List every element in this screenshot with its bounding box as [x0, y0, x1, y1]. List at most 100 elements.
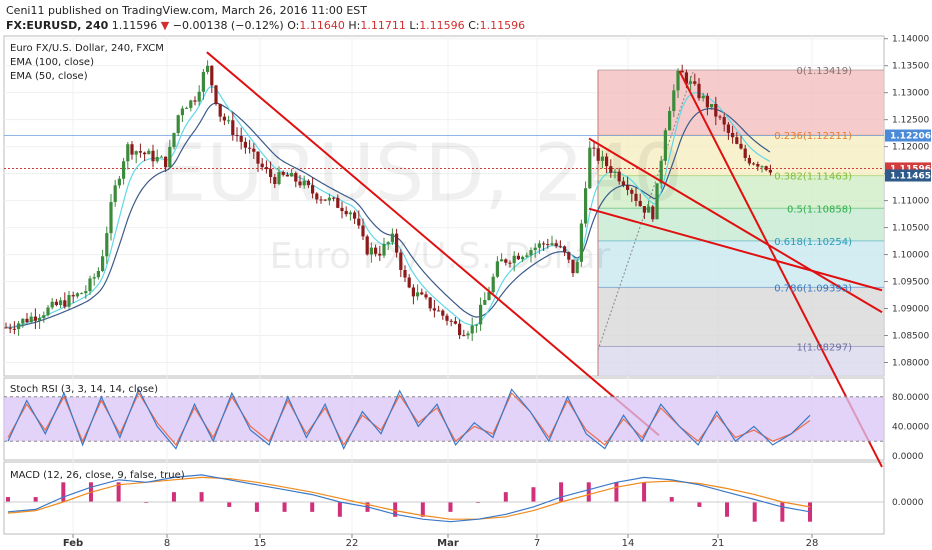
candle-body [38, 317, 42, 321]
candle-body [273, 177, 277, 184]
candle-body [764, 166, 768, 170]
macd-histogram-bar [282, 502, 287, 512]
macd-histogram-bar [33, 497, 38, 502]
price-tick-label: 1.08500 [892, 332, 929, 342]
candle-body [495, 261, 499, 277]
fib-level-label: 0.382(1.11463) [774, 172, 852, 183]
candle-body [462, 335, 466, 337]
candle-body [521, 256, 525, 260]
publish-text: published on TradingView.com, March 26, … [44, 4, 367, 17]
macd-legend: MACD (12, 26, close, 9, false, true) [10, 470, 185, 481]
candle-body [269, 169, 273, 178]
macd-histogram-bar [780, 502, 785, 522]
candle-body [197, 91, 201, 102]
candle-body [617, 171, 621, 182]
candle-body [508, 262, 512, 264]
ticker-symbol: FX:EURUSD, 240 [6, 19, 109, 32]
candle-body [168, 146, 172, 168]
macd-histogram-bar [254, 502, 259, 512]
price-tick-label: 1.13500 [892, 62, 929, 72]
price-tick-label: 1.12500 [892, 116, 929, 126]
macd-histogram-bar [171, 492, 176, 502]
candle-body [668, 110, 672, 131]
price-marker-label: 1.11596 [890, 164, 931, 174]
candle-body [59, 300, 63, 305]
macd-histogram-bar [669, 497, 674, 502]
candle-body [735, 137, 739, 144]
candle-body [491, 276, 495, 293]
candle-body [294, 173, 298, 182]
close-label: C: [468, 19, 480, 32]
candle-body [80, 293, 84, 295]
candle-body [399, 252, 403, 270]
stoch-axis-label: 80.0000 [892, 393, 929, 403]
candle-body [164, 156, 168, 168]
time-tick-label: Feb [63, 538, 83, 549]
fib-level-label: 0.236(1.12211) [774, 131, 852, 142]
candle-body [378, 253, 382, 256]
candle-body [516, 255, 520, 260]
candle-body [214, 85, 218, 105]
candle-body [117, 178, 121, 186]
macd-histogram-bar [61, 482, 66, 502]
candle-body [147, 150, 151, 155]
candle-body [441, 310, 445, 316]
macd-histogram-bar [531, 487, 536, 502]
candle-body [756, 163, 760, 167]
candle-body [231, 120, 235, 136]
candle-body [336, 197, 340, 208]
price-tick-label: 1.11000 [892, 197, 929, 207]
candle-body [710, 103, 714, 108]
candle-body [319, 199, 323, 201]
candle-body [218, 104, 222, 117]
macd-histogram-bar [586, 482, 591, 502]
candle-body [512, 255, 516, 264]
candle-body [605, 156, 609, 167]
candle-body [567, 252, 571, 260]
candle-body [554, 243, 558, 247]
candle-body [424, 294, 428, 298]
stoch-axis-label: 40.0000 [892, 422, 929, 432]
macd-histogram-bar [116, 482, 121, 502]
candle-body [344, 211, 348, 215]
macd-histogram-bar [420, 502, 425, 517]
candle-body [395, 233, 399, 253]
candle-body [714, 103, 718, 117]
macd-histogram-bar [199, 492, 204, 502]
candle-body [747, 157, 751, 164]
publisher-name[interactable]: Ceni11 [6, 4, 45, 17]
candle-body [718, 116, 722, 118]
stoch-k-line [7, 387, 811, 451]
candle-body [353, 212, 357, 219]
candle-body [151, 150, 155, 162]
candle-body [592, 147, 596, 149]
last-price: 1.11596 [111, 19, 158, 32]
candle-body [722, 117, 726, 125]
candle-body [571, 259, 575, 274]
candle-body [529, 250, 533, 256]
fib-zone [598, 287, 884, 347]
candle-body [311, 185, 315, 194]
candle-body [768, 169, 772, 173]
macd-histogram-bar [752, 502, 757, 522]
watermark-symbol: EURUSD, 240 [157, 129, 683, 219]
candle-body [634, 193, 638, 201]
candle-body [143, 152, 147, 155]
price-tick-label: 1.08000 [892, 359, 929, 369]
candle-body [235, 135, 239, 137]
candle-body [453, 321, 457, 324]
candle-body [596, 148, 600, 161]
candle-body [285, 174, 289, 177]
candle-body [348, 212, 352, 215]
candle-body [542, 243, 546, 245]
candle-body [663, 130, 667, 161]
macd-histogram-bar [6, 497, 10, 502]
trendline-2 [588, 137, 883, 314]
candle-body [302, 180, 306, 186]
candle-body [4, 327, 8, 329]
trendline-1 [206, 51, 660, 437]
stoch-axis-label: 0.0000 [892, 452, 924, 462]
candle-body [101, 256, 105, 271]
high-label: H: [348, 19, 361, 32]
